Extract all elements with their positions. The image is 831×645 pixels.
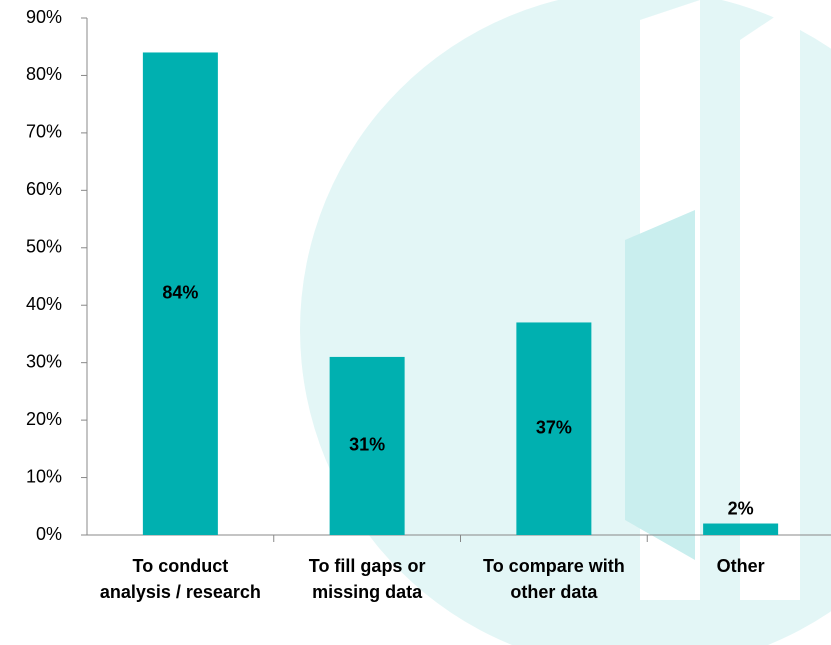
bar [516, 322, 592, 535]
y-tick-label: 90% [26, 7, 62, 27]
y-tick-label: 70% [26, 122, 62, 142]
value-label: 37% [536, 417, 572, 437]
y-tick-label: 20% [26, 409, 62, 429]
y-tick-label: 60% [26, 179, 62, 199]
bar [142, 52, 218, 535]
bar [329, 356, 405, 535]
y-tick-label: 40% [26, 294, 62, 314]
watermark-bar [625, 210, 695, 560]
x-tick-label: To compare with other data [483, 556, 625, 602]
y-tick-label: 0% [36, 524, 62, 544]
y-tick-label: 80% [26, 64, 62, 84]
value-label: 31% [349, 435, 385, 455]
y-tick-label: 30% [26, 351, 62, 371]
x-tick-label: To fill gaps or missing data [308, 556, 426, 602]
y-tick-label: 10% [26, 466, 62, 486]
y-tick-label: 50% [26, 237, 62, 257]
watermark-stripe [740, 0, 800, 600]
value-label: 84% [162, 282, 198, 302]
x-tick-label: Other [716, 556, 765, 576]
value-label: 2% [728, 498, 754, 518]
x-tick-label: To conduct analysis / research [99, 556, 261, 602]
bar [703, 523, 779, 535]
